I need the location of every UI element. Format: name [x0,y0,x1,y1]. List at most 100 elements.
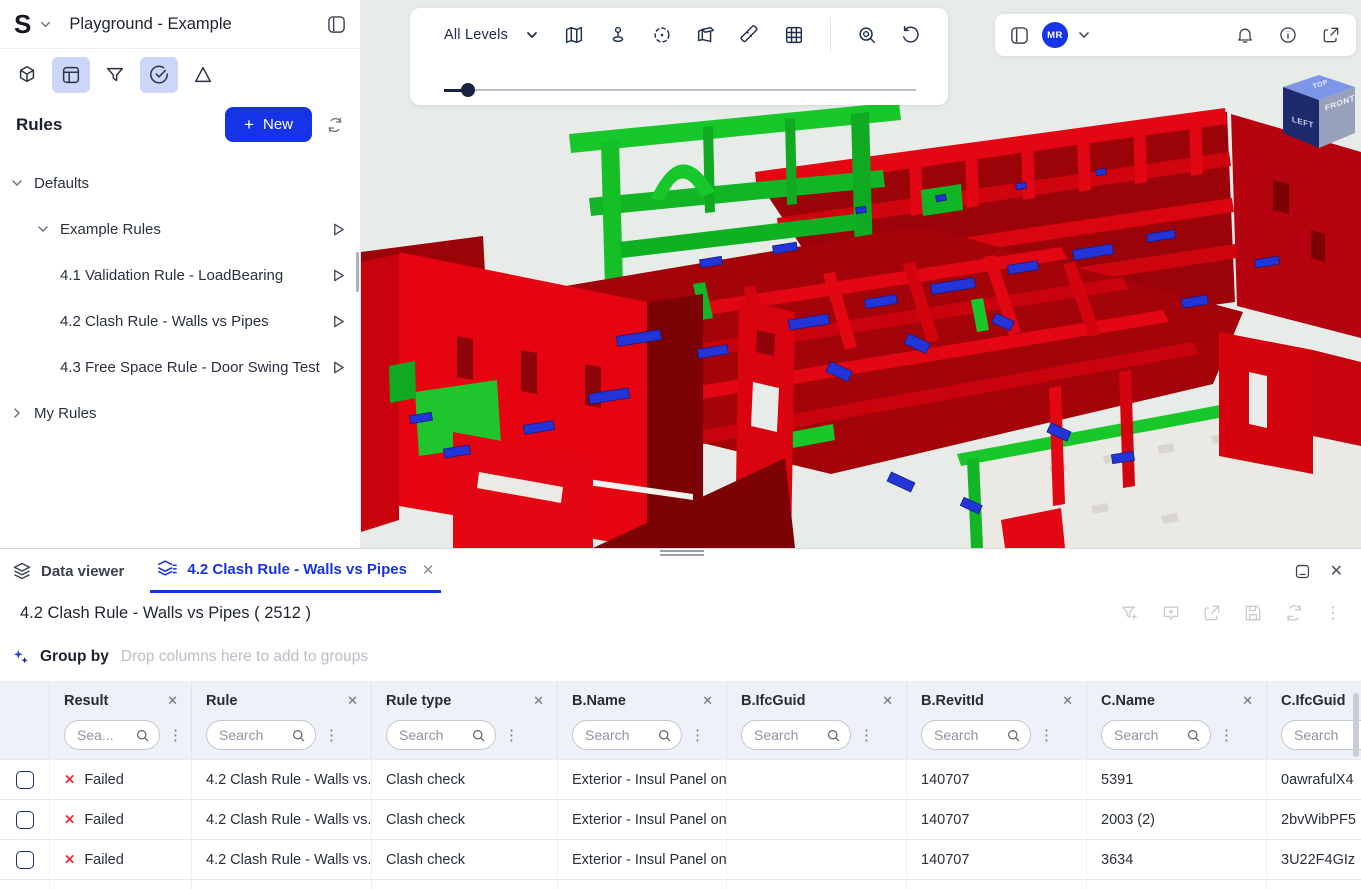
chevron-down-icon [525,28,539,42]
view-cube[interactable]: TOP LEFT FRONT [1278,72,1360,164]
column-b-revitid[interactable]: B.RevitId✕ ⋮ [907,681,1087,759]
models-icon[interactable] [8,57,46,93]
sidebar-nav-rail [0,49,360,101]
more-options-icon[interactable]: ⋮ [1325,605,1341,622]
run-rule-icon[interactable] [331,314,346,329]
chevron-down-icon[interactable] [1077,28,1091,42]
table-row[interactable]: ✕ Failed 4.2 Clash Rule - Walls vs... Cla… [0,799,1361,839]
export-icon[interactable] [1202,603,1222,623]
column-rule[interactable]: Rule✕ ⋮ [192,681,372,759]
grid-table-icon[interactable] [783,24,805,46]
chevron-down-icon[interactable] [36,222,52,236]
column-menu-icon[interactable]: ⋮ [504,727,519,744]
reset-view-icon[interactable] [900,24,922,46]
column-rule-type[interactable]: Rule type✕ ⋮ [372,681,558,759]
tree-item-my-rules[interactable]: My Rules [0,390,360,436]
search-input[interactable] [934,727,1002,743]
section-box-icon[interactable] [695,24,717,46]
zoom-selection-icon[interactable] [856,24,878,46]
model-3d-view[interactable] [361,0,1361,548]
column-menu-icon[interactable]: ⋮ [859,727,874,744]
workspace-chevron-icon[interactable] [39,18,52,31]
result-titlebar: 4.2 Clash Rule - Walls vs Pipes ( 2512 ) [0,593,1361,633]
column-c-ifcguid[interactable]: C.IfcGuid✕ ⋮ [1267,681,1361,759]
column-b-name[interactable]: B.Name✕ ⋮ [558,681,727,759]
remove-column-icon[interactable]: ✕ [347,693,358,708]
chevron-right-icon[interactable] [10,406,26,420]
info-icon[interactable] [1278,25,1298,45]
layout-panels-icon[interactable] [52,57,90,93]
focus-select-icon[interactable] [651,24,673,46]
column-result[interactable]: Result✕ ⋮ [50,681,192,759]
tab-clash-rule-result[interactable]: 4.2 Clash Rule - Walls vs Pipes ✕ [150,549,441,593]
run-rule-icon[interactable] [331,360,346,375]
column-b-ifcguid[interactable]: B.IfcGuid✕ ⋮ [727,681,907,759]
row-checkbox[interactable] [15,770,34,789]
sidebar-scrollbar[interactable] [356,252,359,292]
refresh-icon[interactable] [1284,603,1304,623]
tree-item-rule-43[interactable]: 4.3 Free Space Rule - Door Swing Test [0,344,360,390]
share-export-icon[interactable] [1321,25,1341,45]
tab-close-icon[interactable]: ✕ [421,561,435,579]
panel-resize-handle[interactable] [660,550,704,558]
group-by-bar[interactable]: Group by Drop columns here to add to gro… [0,633,1361,681]
row-checkbox[interactable] [15,850,34,869]
search-input[interactable] [585,727,653,743]
panel-close-icon[interactable]: ✕ [1329,563,1343,580]
column-menu-icon[interactable]: ⋮ [168,727,183,744]
tree-item-defaults[interactable]: Defaults [0,160,360,206]
column-c-name[interactable]: C.Name✕ ⋮ [1087,681,1267,759]
map-icon[interactable] [563,24,585,46]
remove-column-icon[interactable]: ✕ [882,693,893,708]
panel-maximize-icon[interactable] [1294,563,1311,580]
search-input[interactable] [1114,727,1182,743]
app-logo[interactable]: S [14,9,31,39]
column-menu-icon[interactable]: ⋮ [1219,727,1234,744]
levels-dropdown[interactable]: All Levels [444,27,539,43]
tree-item-example-rules[interactable]: Example Rules [0,206,360,252]
table-row[interactable]: ✕ Failed 4.2 Clash Rule - Walls vs... Cla… [0,839,1361,879]
column-menu-icon[interactable]: ⋮ [324,727,339,744]
run-rule-icon[interactable] [331,222,346,237]
column-menu-icon[interactable]: ⋮ [1039,727,1054,744]
issues-icon[interactable] [184,57,222,93]
remove-column-icon[interactable]: ✕ [1062,693,1073,708]
remove-column-icon[interactable]: ✕ [702,693,713,708]
level-slider[interactable] [444,83,916,97]
remove-column-icon[interactable]: ✕ [533,693,544,708]
walkthrough-pin-icon[interactable] [607,24,629,46]
search-input[interactable] [77,727,131,743]
search-input[interactable] [399,727,467,743]
add-filter-icon[interactable] [1120,603,1140,623]
avatar[interactable]: MR [1042,22,1068,48]
tree-item-rule-41[interactable]: 4.1 Validation Rule - LoadBearing [0,252,360,298]
rules-title: Rules [16,114,63,134]
filter-icon[interactable] [96,57,134,93]
viewport-3d[interactable]: All Levels [361,0,1361,548]
data-viewer-panel: Data viewer 4.2 Clash Rule - Walls vs Pi… [0,548,1361,889]
measure-icon[interactable] [739,24,761,46]
data-viewer-label[interactable]: Data viewer [12,561,124,581]
refresh-rules-icon[interactable] [326,116,344,134]
column-menu-icon[interactable]: ⋮ [690,727,705,744]
panel-toggle-icon[interactable] [1010,26,1029,45]
table-scrollbar[interactable] [1353,693,1359,757]
save-icon[interactable] [1243,603,1263,623]
run-rule-icon[interactable] [331,268,346,283]
table-row[interactable]: ✕ Failed 4.2 Clash Rule - Walls vs... Cla… [0,759,1361,799]
add-comment-icon[interactable] [1161,603,1181,623]
tree-item-rule-42[interactable]: 4.2 Clash Rule - Walls vs Pipes [0,298,360,344]
search-input[interactable] [1294,727,1361,743]
row-checkbox[interactable] [15,810,34,829]
chevron-down-icon[interactable] [10,176,26,190]
collapse-sidebar-icon[interactable] [327,15,346,34]
slider-knob[interactable] [461,83,475,97]
search-input[interactable] [219,727,287,743]
notifications-bell-icon[interactable] [1235,25,1255,45]
remove-column-icon[interactable]: ✕ [1242,693,1253,708]
search-input[interactable] [754,727,822,743]
checks-icon[interactable] [140,57,178,93]
remove-column-icon[interactable]: ✕ [167,693,178,708]
new-rule-button[interactable]: + New [225,107,312,142]
slider-track[interactable] [444,89,916,91]
